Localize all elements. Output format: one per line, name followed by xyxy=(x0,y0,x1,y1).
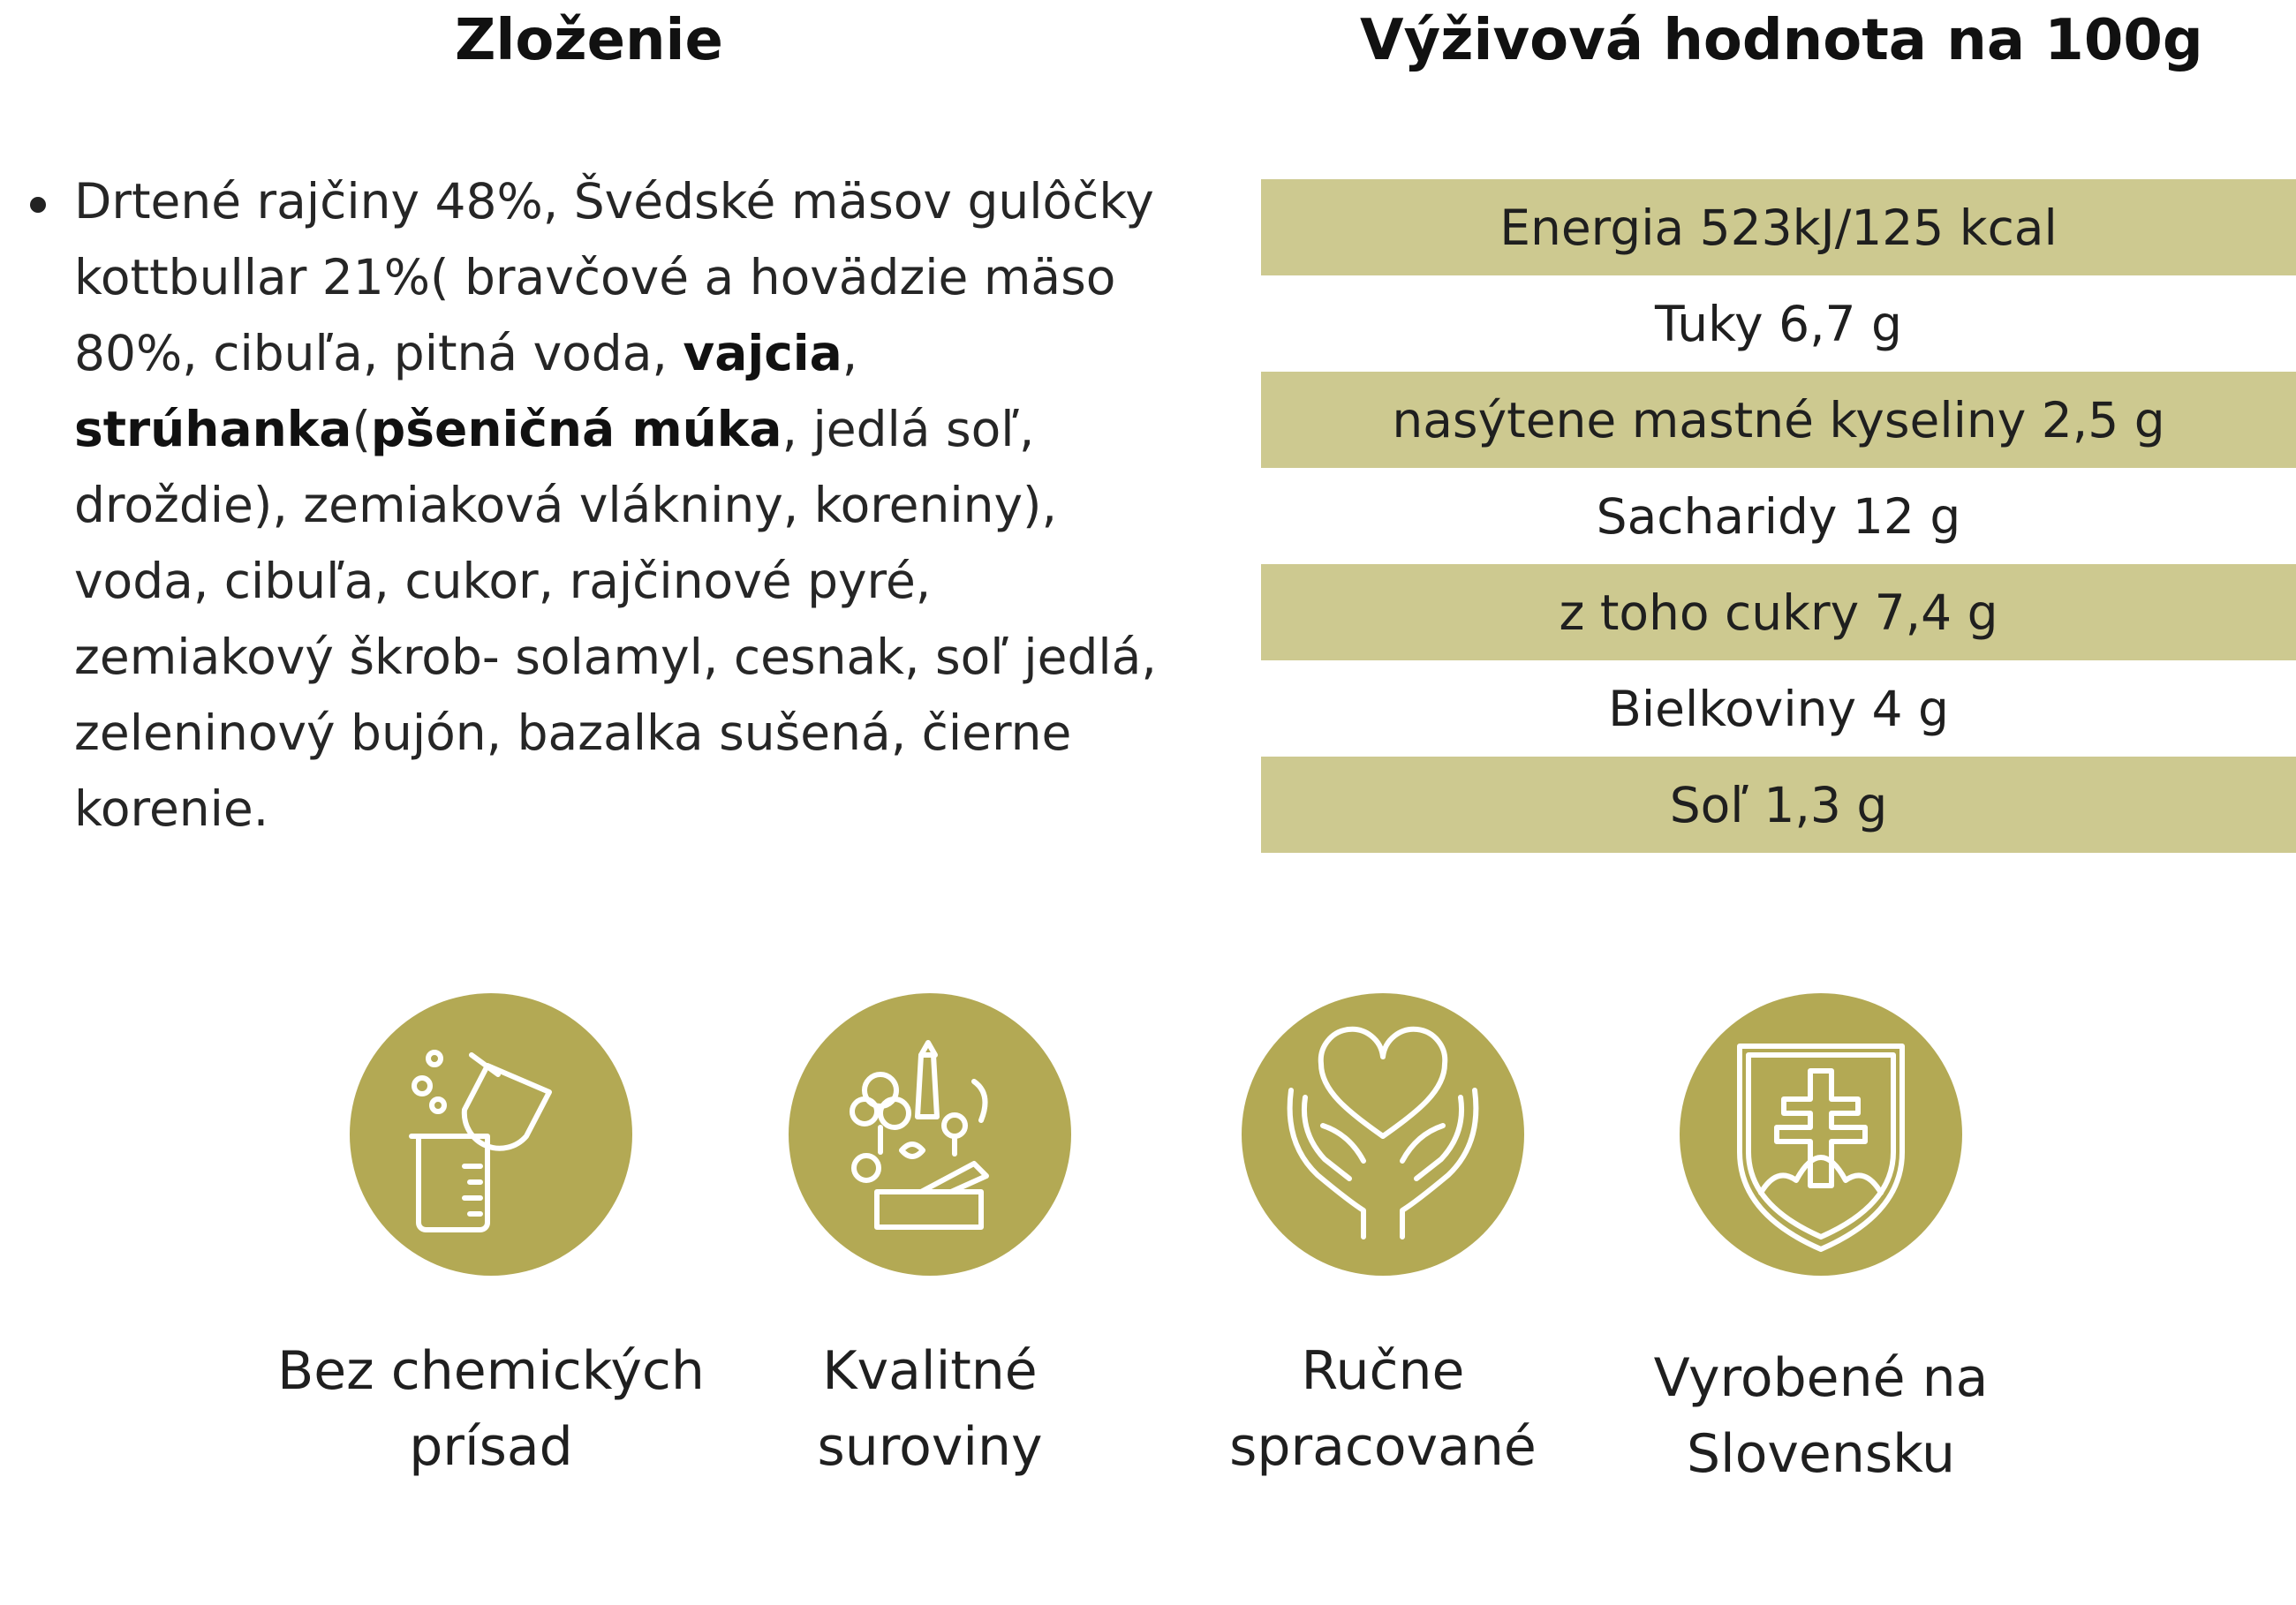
nutrition-row-energy: Energia 523kJ/125 kcal xyxy=(1261,179,2296,275)
ingredients-text: ( xyxy=(351,401,371,457)
allergen-eggs: vajcia xyxy=(683,325,842,381)
nutrition-row-saturated-fat: nasýtene mastné kyseliny 2,5 g xyxy=(1261,372,2296,468)
nutrition-row-fat: Tuky 6,7 g xyxy=(1655,295,1902,352)
ingredients-text: , jedlá soľ, droždie), zemiaková vláknin… xyxy=(74,401,1157,837)
ingredients-text: , xyxy=(842,325,858,381)
nutrition-row-sugars: z toho cukry 7,4 g xyxy=(1261,564,2296,660)
vegetables-icon xyxy=(789,993,1071,1276)
nutrition-row-carbohydrates: Sacharidy 12 g xyxy=(1596,487,1961,545)
feature-label-made-in-slovakia: Vyrobené na Slovensku xyxy=(1653,1347,1989,1485)
ingredients-list: Drtené rajčiny 48%, Švédské mäsov gulôčk… xyxy=(25,163,1190,847)
heart-hands-icon xyxy=(1242,993,1524,1276)
ingredients-item: Drtené rajčiny 48%, Švédské mäsov gulôčk… xyxy=(25,163,1190,847)
nutrition-row-protein: Bielkoviny 4 g xyxy=(1608,680,1949,737)
slovak-coat-of-arms-icon xyxy=(1680,993,1962,1276)
ingredients-text: Drtené rajčiny 48%, Švédské mäsov gulôčk… xyxy=(74,173,1154,381)
allergen-wheat-flour: pšeničná múka xyxy=(370,401,782,457)
allergen-breadcrumbs: strúhanka xyxy=(74,401,352,457)
feature-label-quality-ingredients: Kvalitné suroviny xyxy=(817,1340,1043,1478)
nutrition-heading: Výživová hodnota na 100g xyxy=(1360,8,2203,73)
chemistry-icon xyxy=(350,993,632,1276)
nutrition-row-salt: Soľ 1,3 g xyxy=(1261,757,2296,853)
ingredients-heading: Zloženie xyxy=(455,8,723,73)
feature-label-no-chemicals: Bez chemických prísad xyxy=(277,1340,705,1478)
feature-label-handmade: Ručne spracované xyxy=(1229,1340,1537,1478)
nutrition-table: Energia 523kJ/125 kcal Tuky 6,7 g nasýte… xyxy=(1261,179,2296,853)
